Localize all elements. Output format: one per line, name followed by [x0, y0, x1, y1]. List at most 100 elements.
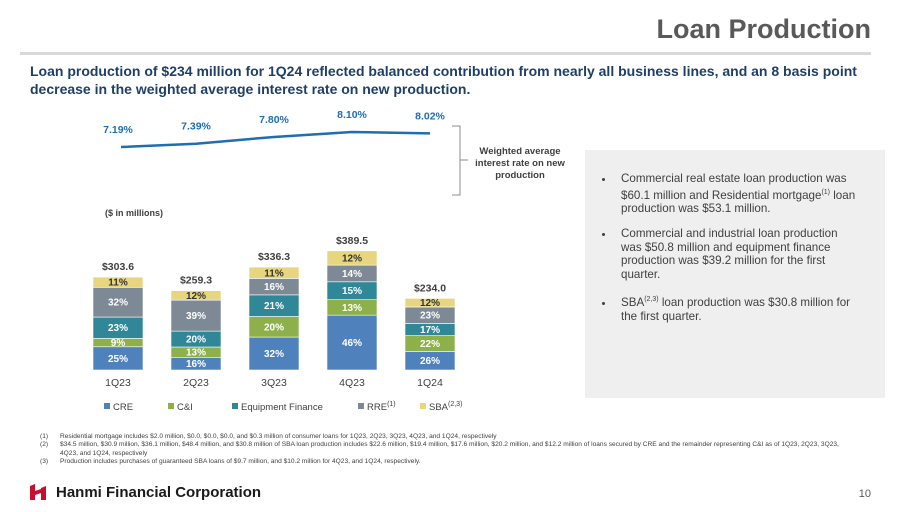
legend-name: C&I — [177, 402, 193, 413]
segment-label: 12% — [420, 298, 440, 309]
segment-label: 23% — [108, 323, 128, 334]
footnote-marker: (1) — [40, 433, 49, 440]
company-name: Hanmi Financial Corporation — [56, 483, 262, 501]
total-label: $389.5 — [336, 235, 368, 247]
x-tick-label: 3Q23 — [261, 377, 287, 389]
legend-label: Equipment Finance — [241, 402, 323, 413]
chart: 7.19% 7.39% 7.80% 8.10% 8.02% 25% 9% 23% 32% 11% $… — [92, 109, 468, 413]
segment-label: 39% — [186, 311, 206, 322]
legend-label: RRE(1) — [367, 401, 396, 413]
segment-label: 21% — [264, 301, 284, 312]
legend-note: (2,3) — [448, 401, 462, 408]
footnote: (1) Residential mortgage includes $2.0 mi… — [40, 433, 850, 441]
bullet: Commercial real estate loan production w… — [615, 172, 861, 215]
footnotes: (1) Residential mortgage includes $2.0 mi… — [40, 433, 850, 466]
rate-label: 7.19% — [103, 124, 133, 136]
subtitle: Loan production of $234 million for 1Q24… — [30, 63, 857, 97]
x-tick-label: 2Q23 — [183, 377, 209, 389]
segment-label: 17% — [420, 325, 440, 336]
segment-label: 32% — [108, 298, 128, 309]
legend-swatch — [358, 403, 364, 409]
segment-label: 12% — [342, 253, 362, 264]
page-number: 10 — [858, 488, 871, 500]
slide-title: Loan Production — [656, 14, 871, 44]
segment-label: 9% — [111, 338, 126, 349]
total-label: $336.3 — [258, 251, 290, 263]
x-tick-label: 4Q23 — [339, 377, 365, 389]
segment-label: 16% — [264, 282, 284, 293]
segment-label: 20% — [264, 322, 284, 333]
bar-segment — [248, 266, 300, 279]
legend-name: Equipment Finance — [241, 402, 323, 413]
bullet-text: loan production was $30.8 million for th… — [621, 296, 851, 323]
footnote-marker: (3) — [40, 457, 49, 465]
segment-label: 14% — [342, 269, 362, 280]
bullet-text: Commercial real estate loan production w… — [621, 172, 847, 202]
total-label: $234.0 — [414, 282, 446, 294]
bullet-text: loan production was $53.1 million. — [621, 188, 856, 215]
x-tick-label: 1Q23 — [105, 377, 131, 389]
rate-line — [120, 130, 431, 149]
footnote-marker: (2) — [40, 441, 49, 449]
callout: Weighted average interest rate on new pr… — [475, 146, 565, 181]
legend-name: CRE — [113, 402, 133, 413]
segment-label: 16% — [186, 359, 206, 370]
bar-segment — [326, 314, 378, 371]
logo: Hanmi Financial Corporation — [28, 482, 261, 502]
legend-name: RRE — [367, 402, 387, 413]
bar-segment — [170, 299, 222, 332]
unit-note: ($ in millions) — [105, 208, 164, 218]
legend-name: SBA — [429, 402, 449, 413]
segment-label: 12% — [186, 291, 206, 302]
legend-swatch — [168, 403, 174, 409]
x-tick-label: 1Q24 — [417, 377, 443, 389]
bracket — [452, 125, 468, 196]
segment-label: 23% — [420, 311, 440, 322]
rate-label: 7.39% — [181, 121, 211, 133]
rate-label: 7.80% — [259, 114, 289, 126]
total-label: $259.3 — [180, 275, 212, 287]
segment-label: 15% — [342, 286, 362, 297]
highlights-box: Commercial real estate loan production w… — [585, 150, 885, 398]
rate-label: 8.10% — [337, 109, 367, 121]
bullet: SBA(2,3) loan production was $30.8 milli… — [615, 293, 861, 323]
legend-label: CRE — [113, 402, 133, 413]
legend-swatch — [420, 403, 426, 409]
segment-label: 11% — [264, 268, 284, 279]
segment-label: 20% — [186, 335, 206, 346]
footnote-text: Residential mortgage includes $2.0 milli… — [60, 433, 497, 440]
total-label: $303.6 — [102, 261, 134, 273]
segment-label: 25% — [108, 354, 128, 365]
footnote-text: $34.5 million, $30.9 million, $36.1 mill… — [60, 441, 839, 457]
legend-note: (1) — [387, 401, 396, 408]
footnote-text: Production includes purchases of guarant… — [60, 457, 421, 465]
segment-label: 22% — [420, 339, 440, 350]
footnote: (2) $34.5 million, $30.9 million, $36.1 m… — [40, 441, 850, 458]
title-rule — [20, 52, 871, 55]
legend-swatch — [232, 403, 238, 409]
bullet: Commercial and industrial loan productio… — [615, 227, 861, 281]
segment-label: 46% — [342, 338, 362, 349]
legend-label: SBA(2,3) — [429, 401, 462, 413]
legend-swatch — [104, 403, 110, 409]
bar-segment — [92, 276, 144, 288]
bar-segment — [248, 336, 300, 371]
bullet-note: (1) — [821, 188, 830, 196]
segment-label: 32% — [264, 349, 284, 360]
bullet-text: SBA — [621, 296, 645, 310]
logo-mark — [30, 484, 46, 500]
legend-label: C&I — [177, 402, 193, 413]
segment-label: 11% — [108, 278, 128, 289]
bar-segment — [170, 290, 222, 301]
footnote: (3) Production includes purchases of guar… — [40, 458, 850, 466]
bar-segment — [326, 250, 378, 266]
bar-segment — [404, 298, 456, 308]
segment-label: 13% — [342, 303, 362, 314]
rate-label: 8.02% — [415, 110, 445, 122]
segment-label: 13% — [186, 348, 206, 359]
bullet-list: Commercial real estate loan production w… — [585, 150, 885, 323]
segment-label: 26% — [420, 356, 440, 367]
bullet-note: (2,3) — [644, 296, 659, 304]
bullet-text: Commercial and industrial loan productio… — [621, 227, 838, 281]
